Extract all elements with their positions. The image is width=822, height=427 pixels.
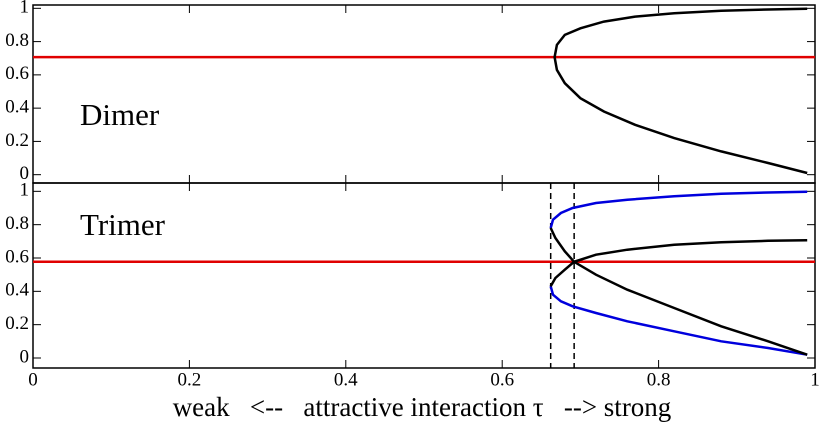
panel-label: Dimer: [80, 97, 160, 132]
y-tick-label: 0.2: [5, 130, 29, 151]
curve: [549, 285, 808, 356]
curve: [549, 190, 808, 229]
x-tick-label: 0.8: [647, 369, 671, 390]
y-tick-label: 0: [20, 163, 30, 184]
y-tick-label: 0.8: [5, 30, 29, 51]
y-tick-label: 0: [20, 346, 30, 367]
x-tick-label: 1: [810, 369, 820, 390]
y-tick-label: 0.6: [5, 246, 29, 267]
x-tick-label: 0.6: [490, 369, 514, 390]
y-tick-label: 1: [20, 180, 30, 201]
y-tick-label: 0.6: [5, 63, 29, 84]
plot-frame: [32, 4, 816, 184]
curve: [549, 227, 808, 356]
curve: [549, 238, 808, 287]
plot-frame: [32, 182, 816, 369]
curve: [553, 7, 808, 175]
x-axis-label: weak <-- attractive interaction τ --> st…: [173, 392, 672, 422]
x-tick-label: 0: [28, 369, 38, 390]
y-tick-label: 0.4: [5, 280, 29, 301]
y-tick-label: 0.4: [5, 96, 29, 117]
y-tick-label: 0.8: [5, 213, 29, 234]
x-tick-label: 0.4: [334, 369, 358, 390]
panel-label: Trimer: [80, 207, 166, 242]
x-tick-label: 0.2: [178, 369, 202, 390]
y-tick-label: 0.2: [5, 313, 29, 334]
y-tick-label: 1: [20, 0, 30, 18]
